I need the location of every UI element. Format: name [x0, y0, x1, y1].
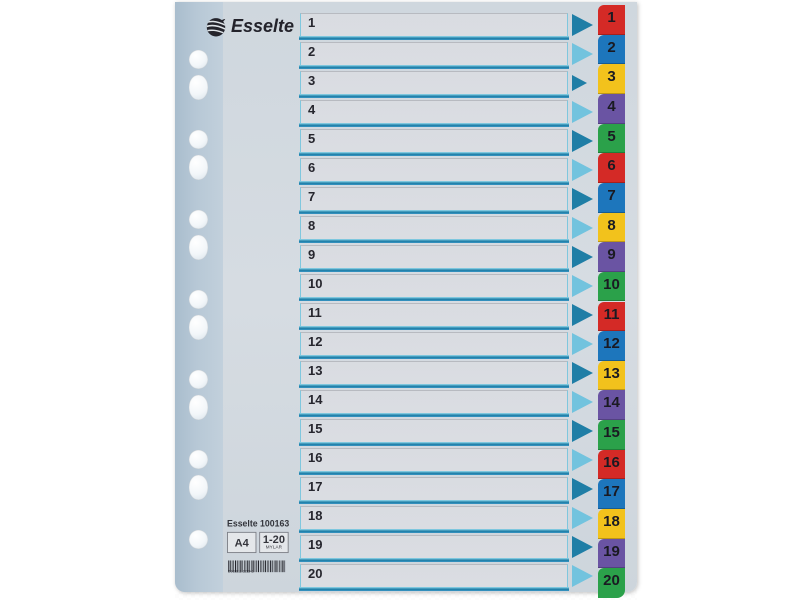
svg-text:5 902812 221343: 5 902812 221343 — [228, 570, 254, 574]
